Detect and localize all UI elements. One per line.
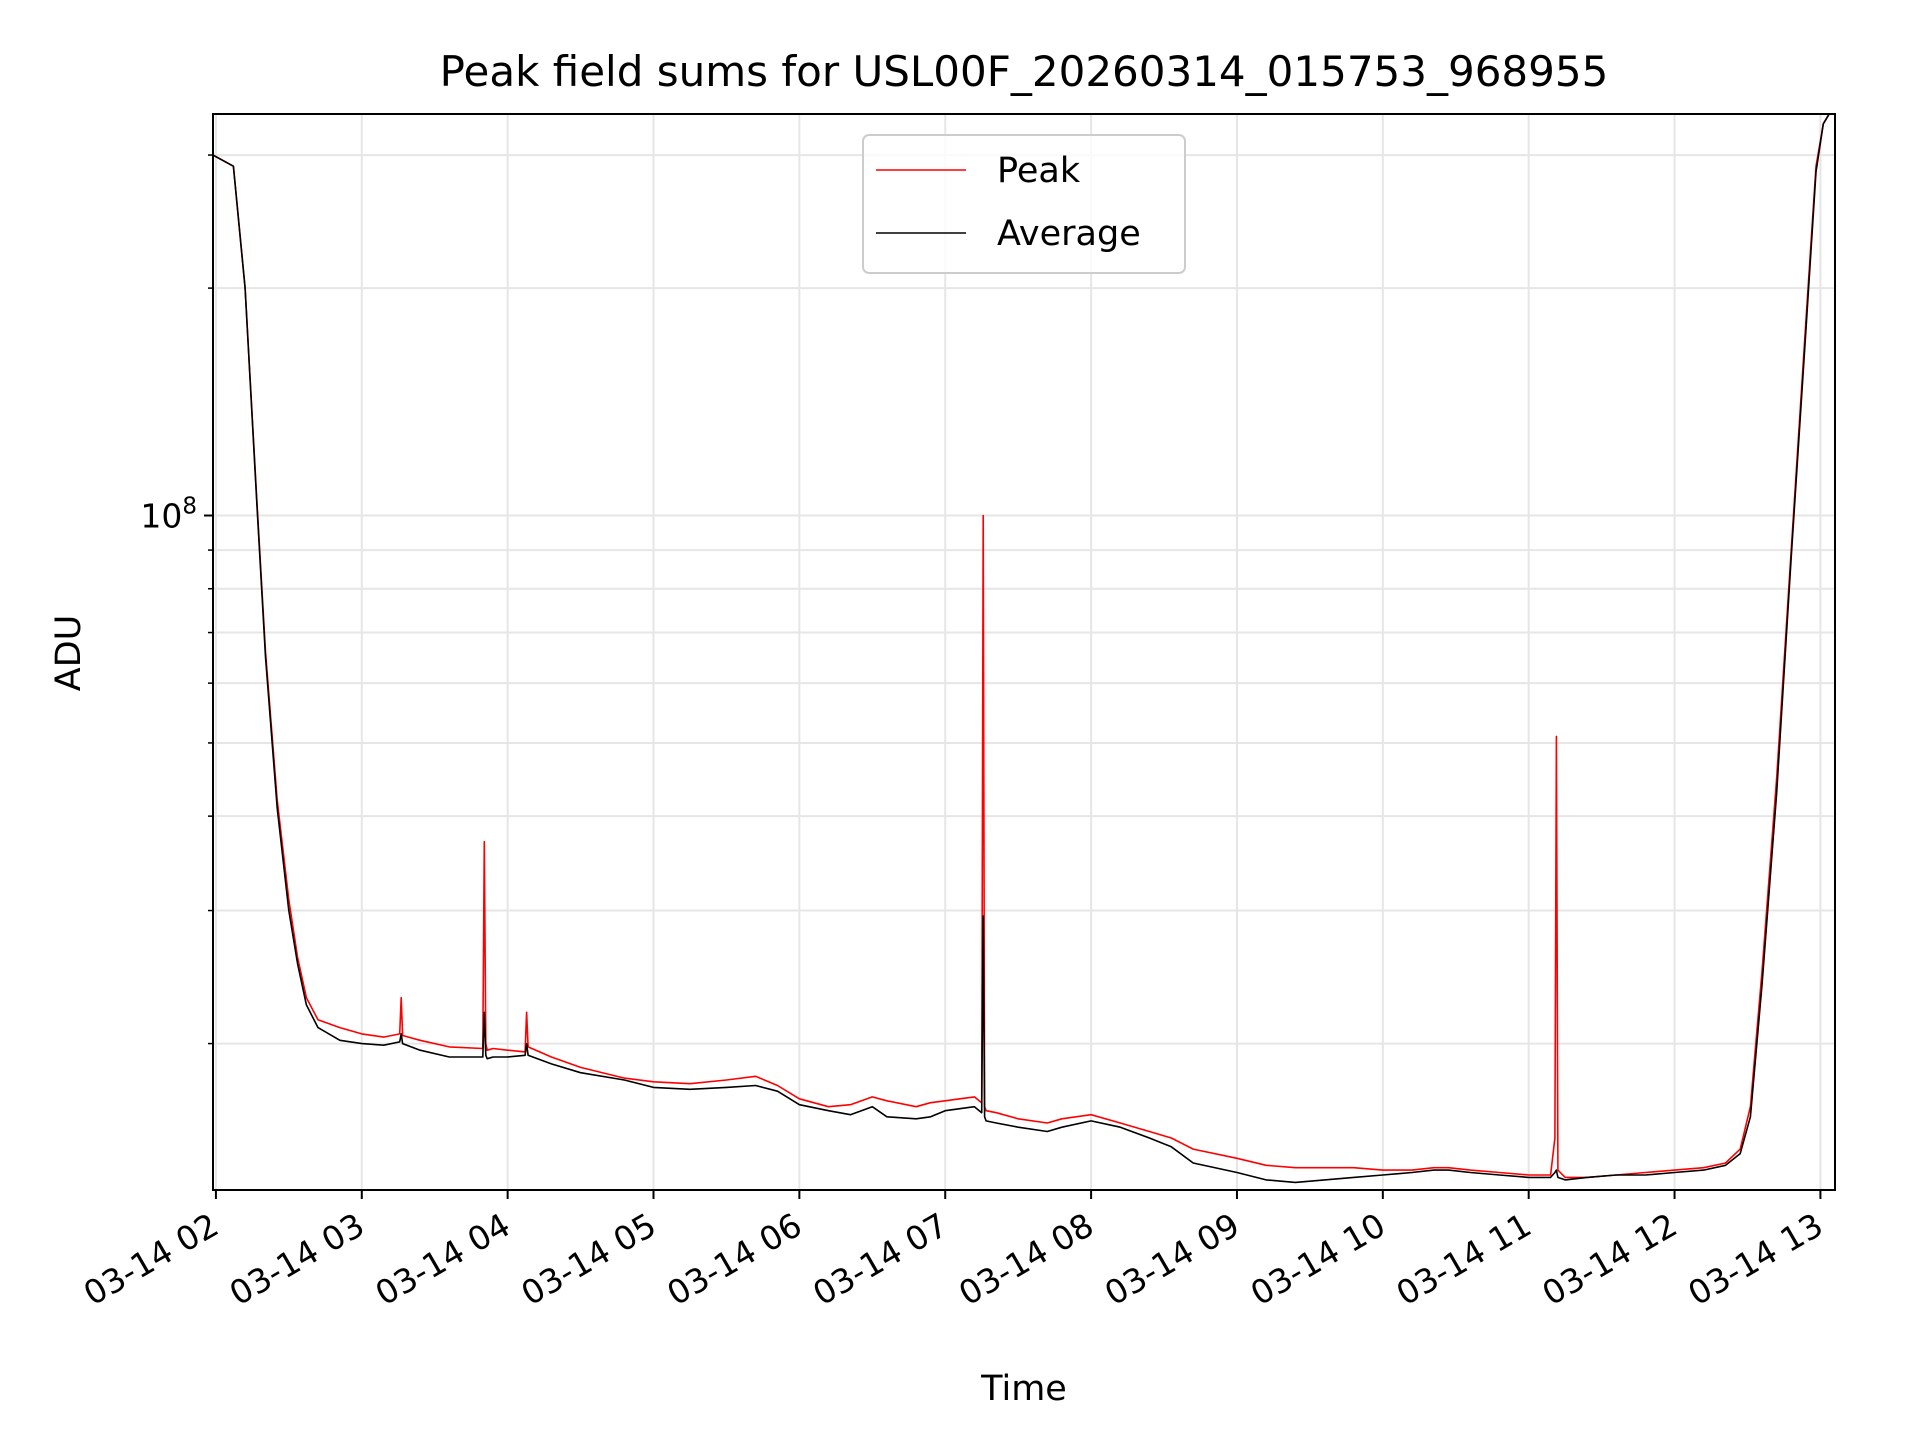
chart-title: Peak field sums for USL00F_20260314_0157…: [440, 47, 1609, 96]
plot-series: [213, 114, 1835, 1184]
legend-label-average: Average: [997, 214, 1141, 254]
y-tick-label: 108: [140, 494, 197, 536]
series-line-average: [213, 114, 1835, 1184]
x-axis-label: Time: [980, 1369, 1067, 1409]
legend-label-peak: Peak: [997, 151, 1081, 191]
plot-area-frame: [212, 113, 1836, 1191]
y-axis-label: ADU: [49, 615, 89, 692]
legend: Peak Average: [862, 134, 1186, 274]
